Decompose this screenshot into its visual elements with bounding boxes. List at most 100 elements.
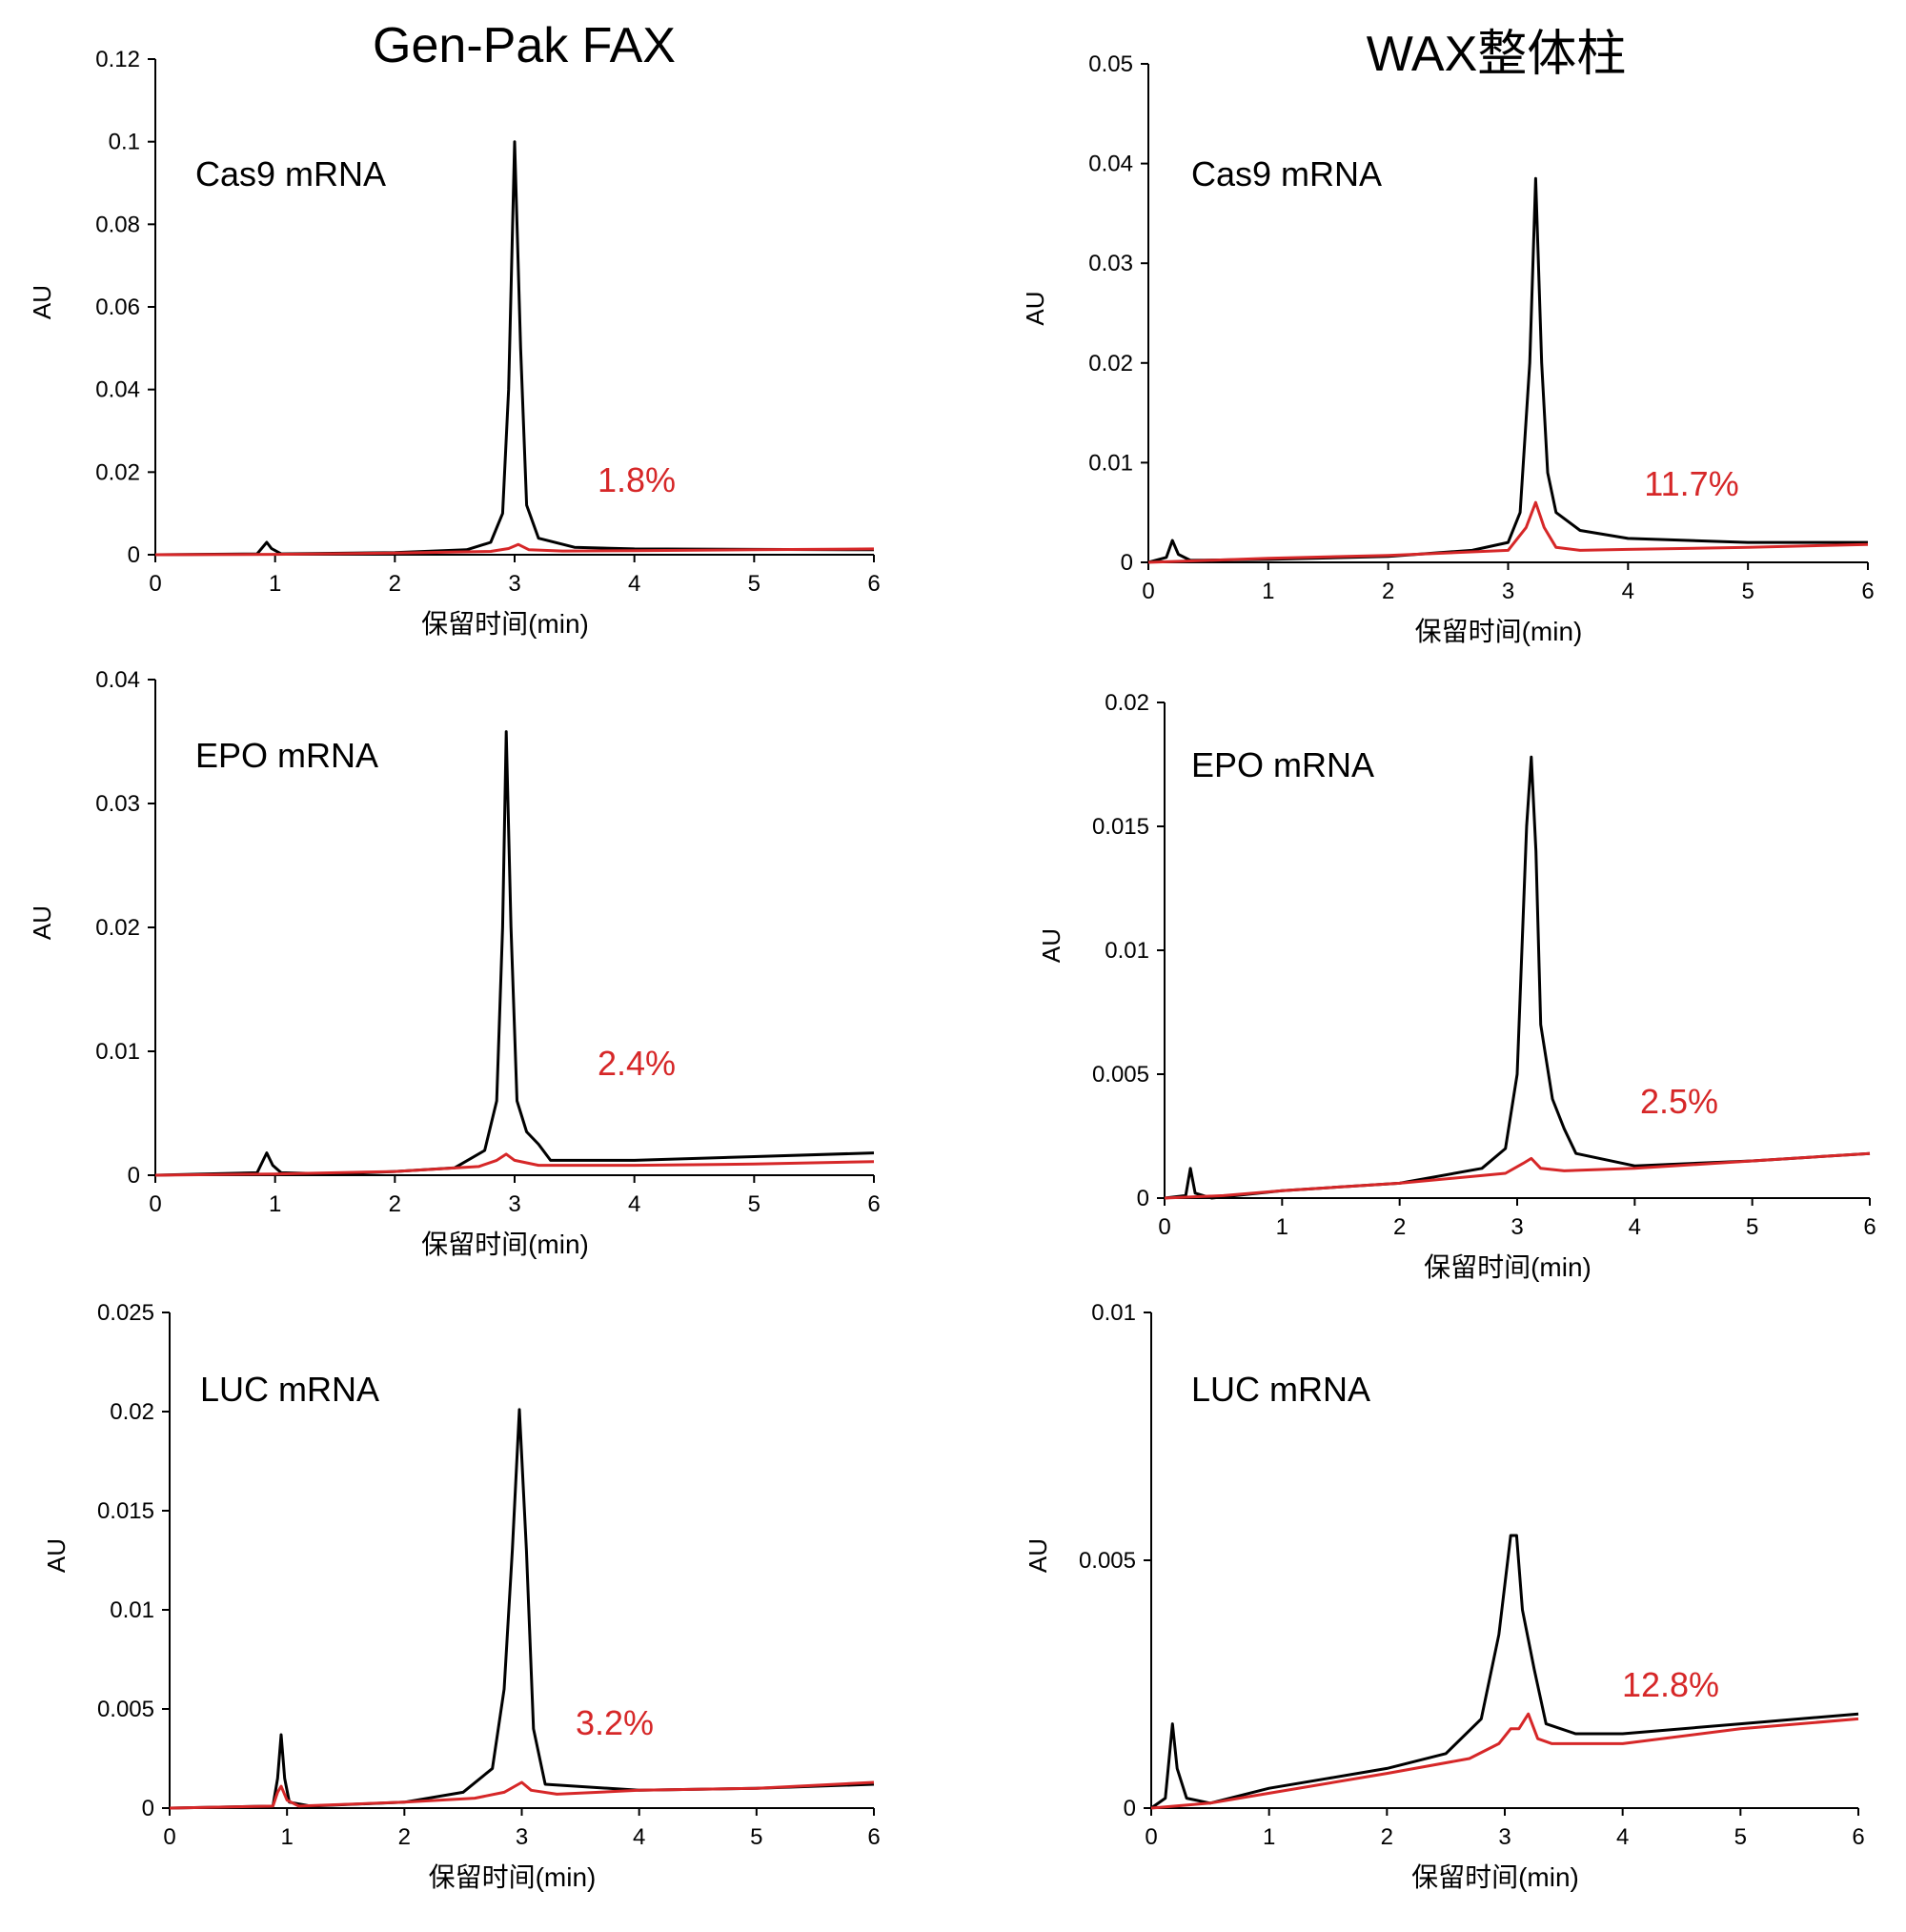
series-line-black xyxy=(154,140,875,557)
y-tick-label: 0.02 xyxy=(110,1399,154,1425)
y-tick-label: 0 xyxy=(1124,1796,1136,1821)
x-tick-label: 3 xyxy=(1502,579,1514,604)
y-axis-label: AU xyxy=(28,285,56,319)
y-tick-label: 0 xyxy=(1121,550,1133,576)
x-tick-label: 3 xyxy=(508,571,520,597)
x-tick-label: 1 xyxy=(269,1191,281,1217)
y-tick-label: 0.08 xyxy=(95,212,140,237)
y-tick-label: 0.06 xyxy=(95,295,140,320)
y-axis-label: AU xyxy=(1024,1538,1052,1573)
chart-panel-left-bottom: 0 0.005 0.01 0.015 0.02 0.025 0 1 2 3 4 5 6 保留时间(min)… xyxy=(0,1296,953,1932)
x-tick-label: 6 xyxy=(867,1191,880,1217)
y-tick-label: 0.04 xyxy=(95,377,140,403)
y-tick-label: 0.01 xyxy=(1091,1300,1136,1326)
x-axis-label: 保留时间(min) xyxy=(1415,617,1583,646)
x-tick-label: 6 xyxy=(1861,579,1874,604)
x-axis-label: 保留时间(min) xyxy=(1424,1252,1592,1282)
x-tick-label: 0 xyxy=(1142,579,1154,604)
x-axis-label: 保留时间(min) xyxy=(429,1862,597,1892)
x-tick-label: 1 xyxy=(269,571,281,597)
percent-label: 2.4% xyxy=(598,1044,676,1083)
y-tick-label: 0.005 xyxy=(97,1697,154,1722)
percent-label: 2.5% xyxy=(1640,1082,1718,1121)
x-tick-label: 1 xyxy=(1262,579,1274,604)
column-title-left: Gen-Pak FAX xyxy=(373,18,676,73)
y-tick-label: 0.01 xyxy=(95,1039,140,1065)
y-tick-label: 0.005 xyxy=(1079,1548,1136,1574)
x-tick-label: 5 xyxy=(748,571,760,597)
x-tick-label: 0 xyxy=(1158,1214,1170,1240)
y-tick-label: 0.02 xyxy=(1105,690,1149,716)
chart-panel-right-middle: 0 0.005 0.01 0.015 0.02 0 1 2 3 4 5 6 保留时间(min) AU EPO… xyxy=(953,648,1906,1301)
y-axis-label: AU xyxy=(42,1538,71,1573)
x-tick-label: 2 xyxy=(398,1824,411,1850)
x-tick-label: 3 xyxy=(516,1824,528,1850)
chart-panel-right-bottom: 0 0.005 0.01 0 1 2 3 4 5 6 保留时间(min) AU LUC mRNA 12.8… xyxy=(953,1296,1906,1932)
x-axis-label: 保留时间(min) xyxy=(421,1230,589,1259)
series-line-black xyxy=(1150,1534,1859,1810)
column-title-right: WAX整体柱 xyxy=(1366,27,1627,82)
y-tick-label: 0.005 xyxy=(1092,1062,1149,1088)
x-axis-label: 保留时间(min) xyxy=(1411,1862,1579,1892)
x-tick-label: 6 xyxy=(867,1824,880,1850)
y-tick-label: 0.02 xyxy=(95,459,140,485)
x-tick-label: 0 xyxy=(149,1191,161,1217)
y-axis-label: AU xyxy=(1037,928,1065,963)
y-tick-label: 0.04 xyxy=(1088,152,1133,177)
y-tick-label: 0.015 xyxy=(97,1498,154,1524)
y-tick-label: 0.02 xyxy=(95,915,140,941)
x-tick-label: 5 xyxy=(1734,1824,1747,1850)
series-line-black xyxy=(1147,176,1868,564)
y-tick-label: 0.12 xyxy=(95,47,140,72)
x-tick-label: 2 xyxy=(389,571,401,597)
x-tick-label: 1 xyxy=(1276,1214,1288,1240)
x-tick-label: 2 xyxy=(1393,1214,1406,1240)
percent-label: 11.7% xyxy=(1644,464,1738,503)
x-tick-label: 5 xyxy=(748,1191,760,1217)
percent-label: 1.8% xyxy=(598,460,676,499)
y-tick-label: 0.03 xyxy=(1088,251,1133,276)
x-tick-label: 2 xyxy=(1382,579,1394,604)
chart-panel-left-middle: 0 0.01 0.02 0.03 0.04 0 1 2 3 4 5 6 保留时间(min) AU EPO m… xyxy=(0,648,953,1301)
x-axis-label: 保留时间(min) xyxy=(421,609,589,639)
x-tick-label: 4 xyxy=(1629,1214,1641,1240)
x-tick-label: 5 xyxy=(1746,1214,1758,1240)
x-tick-label: 1 xyxy=(1263,1824,1275,1850)
sample-label: Cas9 mRNA xyxy=(1191,154,1382,193)
y-tick-label: 0.02 xyxy=(1088,351,1133,376)
x-tick-label: 0 xyxy=(149,571,161,597)
sample-label: EPO mRNA xyxy=(195,736,378,775)
x-tick-label: 5 xyxy=(1741,579,1754,604)
y-tick-label: 0 xyxy=(128,542,140,568)
x-tick-label: 3 xyxy=(1511,1214,1523,1240)
y-tick-label: 0.05 xyxy=(1088,51,1133,77)
series-line-red xyxy=(1147,500,1869,564)
x-tick-label: 3 xyxy=(1498,1824,1511,1850)
series-line-black xyxy=(154,730,875,1177)
series-line-red xyxy=(169,1780,875,1810)
y-tick-label: 0.025 xyxy=(97,1300,154,1326)
y-tick-label: 0 xyxy=(128,1163,140,1189)
x-tick-label: 2 xyxy=(1381,1824,1393,1850)
sample-label: LUC mRNA xyxy=(200,1370,379,1409)
x-tick-label: 1 xyxy=(280,1824,293,1850)
y-tick-label: 0.01 xyxy=(110,1597,154,1623)
sample-label: LUC mRNA xyxy=(1191,1370,1370,1409)
y-tick-label: 0.04 xyxy=(95,667,140,693)
x-tick-label: 2 xyxy=(389,1191,401,1217)
series-line-red xyxy=(154,1152,875,1177)
x-tick-label: 6 xyxy=(1863,1214,1876,1240)
y-tick-label: 0.1 xyxy=(109,130,140,155)
x-tick-label: 4 xyxy=(1616,1824,1629,1850)
series-line-red xyxy=(1164,1151,1871,1200)
x-tick-label: 0 xyxy=(1145,1824,1157,1850)
y-axis-label: AU xyxy=(1021,291,1049,325)
series-line-red xyxy=(154,542,875,557)
series-line-black xyxy=(1164,755,1871,1200)
y-tick-label: 0.03 xyxy=(95,791,140,817)
y-tick-label: 0.01 xyxy=(1088,450,1133,476)
y-tick-label: 0.015 xyxy=(1092,814,1149,840)
x-tick-label: 4 xyxy=(633,1824,645,1850)
series-line-red xyxy=(1150,1712,1859,1810)
percent-label: 3.2% xyxy=(576,1703,654,1742)
